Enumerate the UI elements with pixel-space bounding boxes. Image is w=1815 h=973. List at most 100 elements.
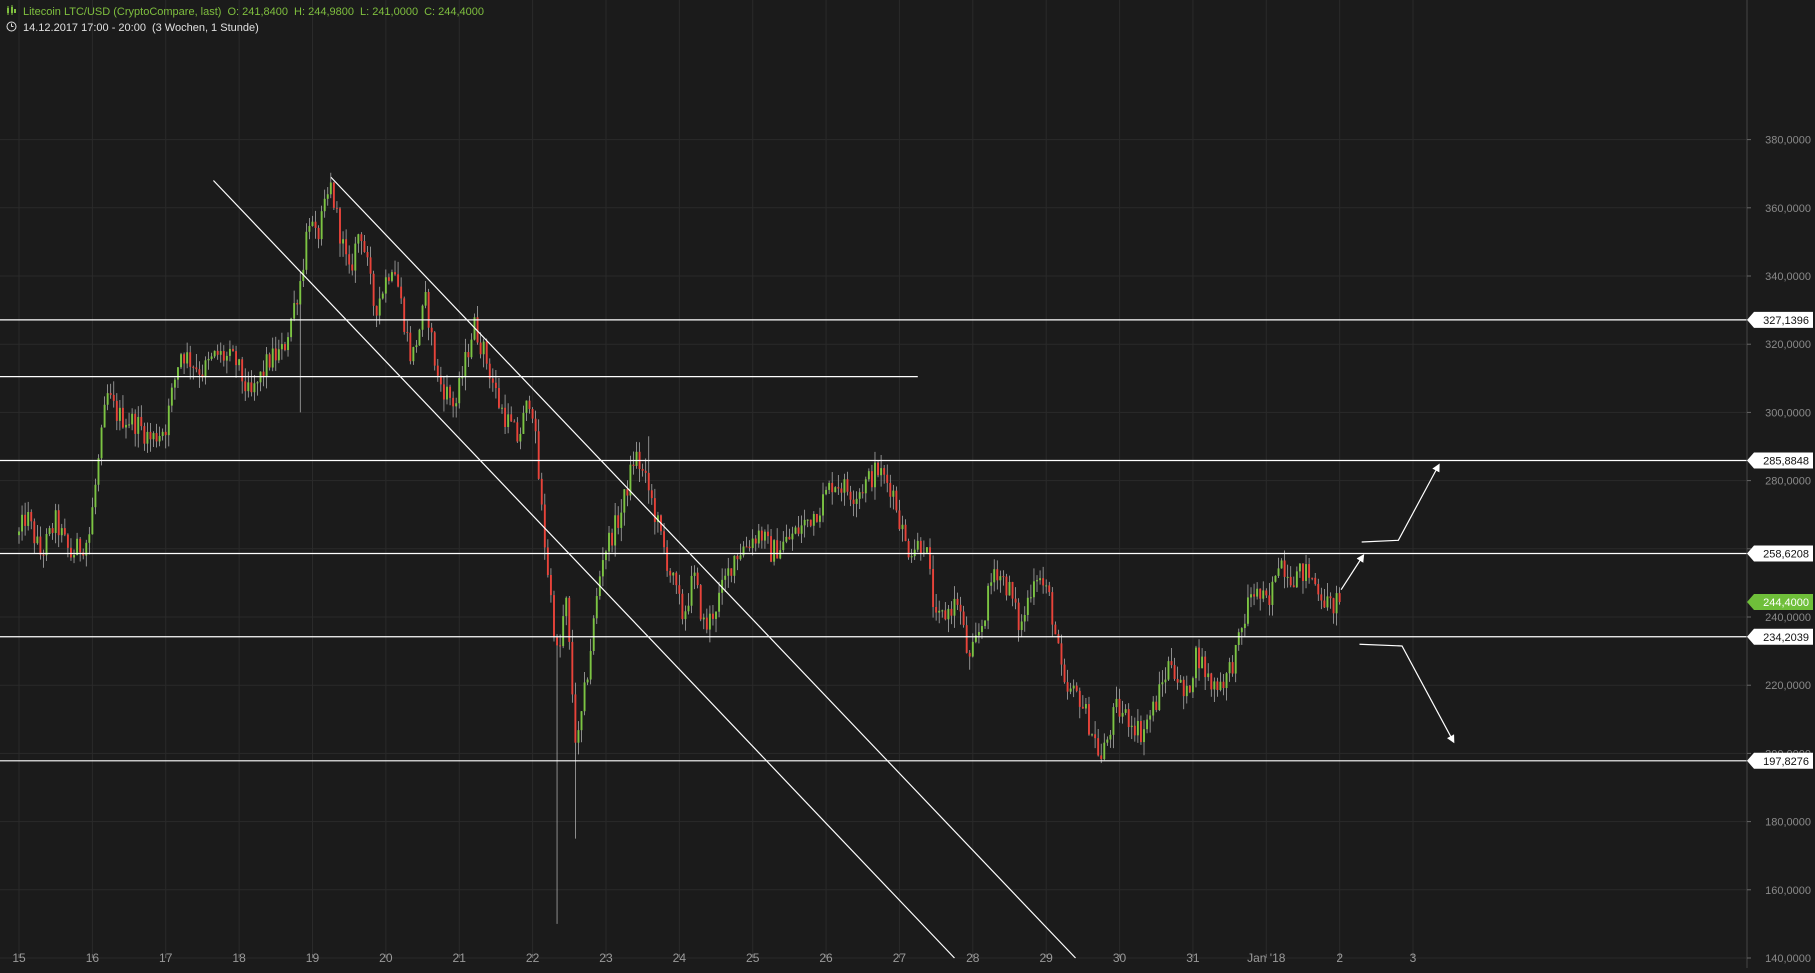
candle-body bbox=[669, 570, 672, 576]
candle bbox=[1158, 671, 1161, 712]
forecast-arrow[interactable] bbox=[1361, 463, 1440, 543]
candle bbox=[935, 593, 938, 621]
candle bbox=[195, 353, 198, 373]
candle-body bbox=[442, 384, 445, 400]
candle-body bbox=[556, 637, 558, 646]
candle bbox=[1109, 729, 1112, 748]
candle bbox=[540, 472, 543, 511]
candle bbox=[1262, 581, 1265, 603]
candle-body bbox=[85, 542, 88, 556]
price-axis[interactable]: 140,0000160,0000180,0000200,0000220,0000… bbox=[1746, 0, 1815, 968]
candle bbox=[1323, 588, 1326, 609]
candle-body bbox=[767, 531, 769, 537]
candle bbox=[164, 424, 167, 449]
candle bbox=[699, 584, 702, 622]
level-tag[interactable] bbox=[1747, 452, 1813, 469]
price-tick-label: 340,0000 bbox=[1765, 271, 1811, 283]
candle bbox=[158, 426, 161, 447]
candle bbox=[332, 181, 335, 211]
candle bbox=[366, 246, 369, 266]
date-tick-label: 26 bbox=[819, 951, 833, 965]
candle-body bbox=[146, 431, 149, 444]
candle-body bbox=[161, 431, 164, 437]
time-range: 14.12.2017 17:00 - 20:00 bbox=[23, 22, 146, 35]
candle-body bbox=[800, 525, 803, 534]
level-tag[interactable] bbox=[1747, 311, 1813, 328]
price-tick-label: 360,0000 bbox=[1765, 203, 1811, 215]
candle bbox=[305, 223, 308, 275]
candle-body bbox=[739, 555, 742, 560]
candle-body bbox=[837, 487, 840, 489]
candle bbox=[1042, 566, 1045, 594]
candle bbox=[812, 511, 815, 536]
level-tag[interactable] bbox=[1747, 628, 1813, 645]
candle bbox=[1039, 570, 1042, 585]
candle bbox=[259, 371, 262, 392]
forecast-arrow[interactable] bbox=[1359, 643, 1455, 744]
candle bbox=[1014, 587, 1017, 610]
candle-body bbox=[1017, 602, 1020, 631]
candle-body bbox=[498, 388, 500, 408]
trend-line[interactable] bbox=[330, 176, 1076, 959]
candle bbox=[727, 557, 730, 588]
candle bbox=[656, 511, 659, 533]
candle-body bbox=[216, 350, 219, 355]
candle bbox=[1164, 667, 1167, 694]
candle-body bbox=[1069, 688, 1072, 692]
candle bbox=[125, 418, 127, 439]
date-tick-label: 31 bbox=[1186, 951, 1200, 965]
candle bbox=[400, 277, 403, 305]
candle bbox=[1222, 673, 1225, 696]
candle bbox=[449, 384, 451, 406]
candle bbox=[1280, 558, 1283, 569]
level-tag[interactable] bbox=[1747, 545, 1813, 562]
candle-body bbox=[1066, 682, 1069, 692]
candle bbox=[296, 299, 299, 316]
candle-body bbox=[494, 382, 497, 389]
candle bbox=[1081, 695, 1084, 709]
candle-body bbox=[1127, 709, 1130, 728]
candle bbox=[219, 342, 222, 363]
candle-body bbox=[1152, 701, 1155, 716]
low-value: L: 241,0000 bbox=[359, 6, 419, 19]
candle-body bbox=[1213, 681, 1216, 690]
candle bbox=[79, 536, 82, 562]
candle bbox=[650, 484, 653, 505]
candle bbox=[33, 518, 36, 554]
candle-body bbox=[51, 528, 54, 533]
candle bbox=[345, 229, 348, 266]
candle bbox=[277, 339, 280, 364]
candle-body bbox=[941, 610, 944, 612]
candle bbox=[608, 525, 610, 562]
candle-body bbox=[987, 585, 990, 621]
forecast-arrow[interactable] bbox=[1340, 553, 1365, 591]
candle bbox=[855, 491, 858, 518]
candle bbox=[531, 407, 534, 424]
date-axis[interactable]: 15 16 17 18 19 20 21 22 23 24 25 26 27 28 29 30 31 Jan '1… bbox=[12, 951, 1416, 965]
candle bbox=[284, 341, 286, 352]
candle bbox=[684, 605, 687, 631]
candle bbox=[232, 345, 234, 352]
candle-body bbox=[180, 354, 182, 368]
candle-body bbox=[828, 482, 831, 490]
last-price-tag[interactable] bbox=[1747, 593, 1813, 610]
candle-body bbox=[1317, 584, 1320, 595]
candle-body bbox=[317, 227, 320, 240]
candle bbox=[106, 384, 109, 411]
candle bbox=[430, 322, 433, 346]
candle bbox=[204, 356, 207, 385]
candle-body bbox=[134, 413, 137, 434]
candle bbox=[586, 677, 589, 686]
trend-line[interactable] bbox=[212, 180, 955, 959]
candle-body bbox=[1167, 661, 1170, 680]
candle-body bbox=[840, 488, 843, 493]
candle-body bbox=[1253, 594, 1256, 597]
candle bbox=[528, 395, 531, 414]
candle bbox=[369, 246, 372, 285]
candle-body bbox=[1320, 594, 1323, 601]
candle-body bbox=[39, 536, 42, 555]
level-tag[interactable] bbox=[1747, 752, 1813, 769]
price-tick-label: 160,0000 bbox=[1765, 885, 1811, 897]
